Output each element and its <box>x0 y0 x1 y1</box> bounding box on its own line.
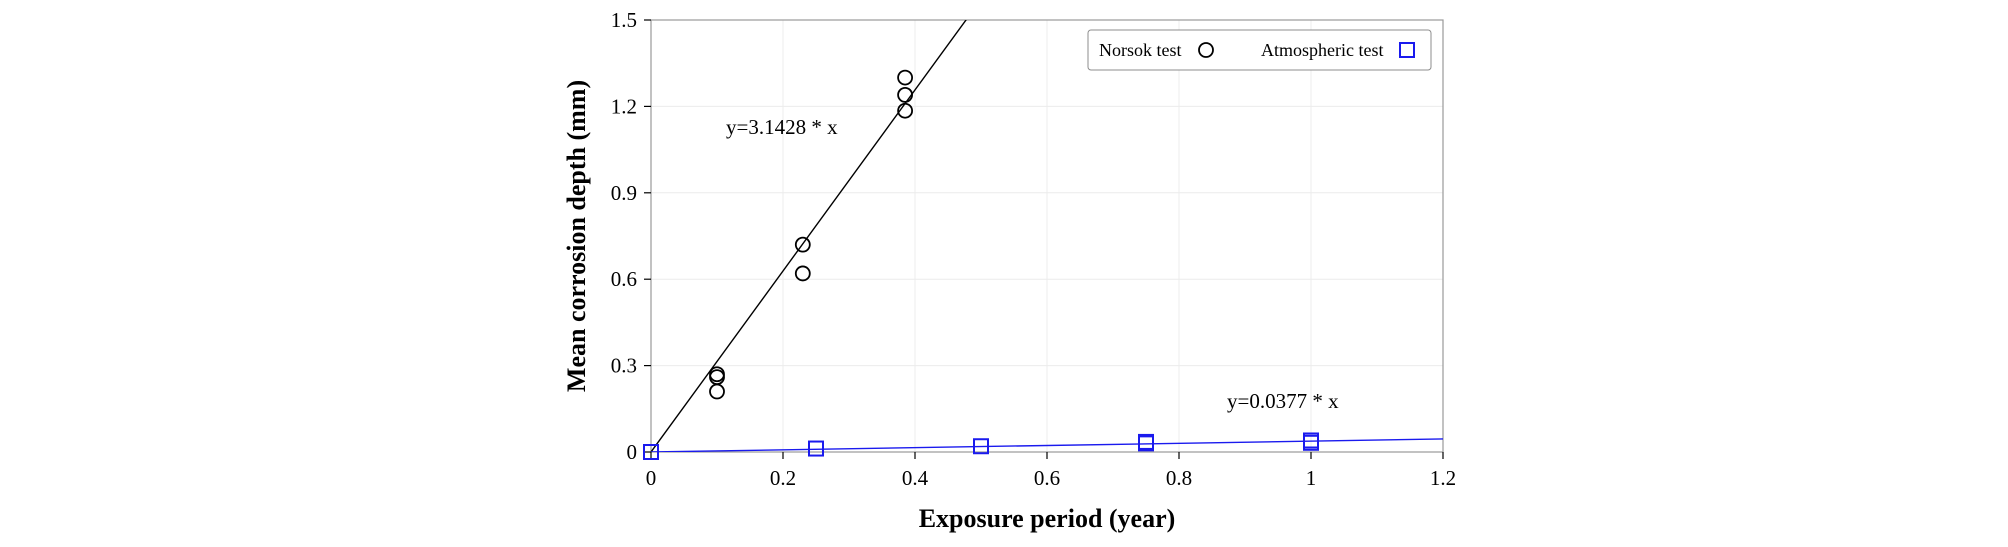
atmospheric-data-point <box>808 440 824 457</box>
x-tick-label: 0.2 <box>770 466 796 490</box>
norsok-data-point <box>794 236 811 253</box>
axis-ticks: 0 0.2 0.4 0.6 0.8 1 1.2 0 0.3 0.6 0.9 1.2 1.5 <box>611 8 1456 490</box>
norsok-data-point <box>709 383 725 400</box>
y-tick-label: 0 <box>627 440 638 464</box>
x-tick-label: 0.4 <box>902 466 929 490</box>
atmospheric-data-point <box>643 444 659 460</box>
norsok-data-point <box>897 86 913 103</box>
legend-label-norsok: Norsok test <box>1099 40 1182 60</box>
norsok-data-point <box>897 102 913 119</box>
atmospheric-fit-line <box>651 438 1443 452</box>
y-tick-label: 1.2 <box>611 94 637 118</box>
data-markers <box>643 69 1319 460</box>
fit-lines <box>651 20 1443 452</box>
x-axis-title: Exposure period (year) <box>919 504 1176 533</box>
legend-marker-atmospheric <box>1399 42 1415 58</box>
atmospheric-data-point <box>1303 432 1319 449</box>
norsok-data-point <box>897 69 913 86</box>
x-tick-label: 1.2 <box>1430 466 1456 490</box>
atmospheric-data-point <box>1138 433 1154 450</box>
legend-box <box>1087 29 1432 71</box>
x-tick-label: 1 <box>1306 466 1317 490</box>
grid <box>651 20 1443 452</box>
x-tick-label: 0.8 <box>1166 466 1192 490</box>
y-tick-label: 0.3 <box>611 354 637 378</box>
atmospheric-data-point <box>973 438 989 455</box>
x-tick-label: 0.6 <box>1034 466 1060 490</box>
legend: Norsok test Atmospheric test <box>1087 29 1432 71</box>
norsok-fit-annotation: y=3.1428 * x <box>726 115 838 139</box>
y-tick-label: 0.9 <box>611 181 637 205</box>
y-tick-label: 1.5 <box>611 8 637 32</box>
x-tick-label: 0 <box>646 466 657 490</box>
norsok-data-point <box>794 265 811 282</box>
norsok-fit-line <box>651 20 967 452</box>
y-axis-title: Mean corrosion depth (mm) <box>562 80 591 392</box>
legend-label-atmospheric: Atmospheric test <box>1261 40 1383 60</box>
atmospheric-fit-annotation: y=0.0377 * x <box>1227 389 1339 413</box>
legend-marker-norsok <box>1198 42 1214 58</box>
y-tick-label: 0.6 <box>611 267 637 291</box>
